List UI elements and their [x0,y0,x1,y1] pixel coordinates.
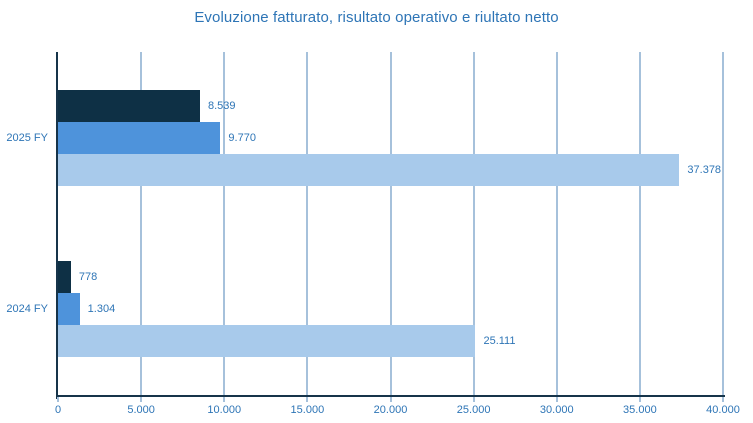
bar [58,261,71,294]
gridline [472,52,475,395]
x-tick-label: 25.000 [456,404,491,416]
x-tick-label: 30.000 [539,404,574,416]
x-tick-label: 5.000 [127,404,155,416]
bar-value-label: 9.770 [228,131,256,144]
chart-title: Evoluzione fatturato, risultato operativ… [194,9,559,26]
bar [58,293,80,326]
x-axis-tick [638,397,641,402]
x-tick-label: 10.000 [207,404,242,416]
bar-value-label: 778 [78,271,98,284]
gridline [389,52,392,395]
bar-value-label: 25.111 [483,335,516,348]
x-tick-label: 0 [54,404,62,416]
category-label: 2024 FY [6,303,48,316]
gridline [638,52,641,395]
category-label: 2025 FY [6,131,48,144]
bar [58,325,476,358]
x-axis-tick [223,397,226,402]
x-axis-tick [472,397,475,402]
bar [58,153,680,186]
x-axis-tick [555,397,558,402]
x-axis-tick [306,397,309,402]
x-axis-line [56,395,725,397]
x-tick-label: 20.000 [373,404,408,416]
bar-value-label: 1.304 [87,303,116,316]
gridline [306,52,309,395]
x-axis-tick [140,397,143,402]
bar [58,121,221,154]
bar-value-label: 37.378 [687,163,722,176]
gridline [140,52,143,395]
x-tick-label: 35.000 [623,404,657,416]
gridline [555,52,558,395]
y-axis-line [56,52,58,399]
plot-area: 0 5.000 10.000 15.000 20.000 25.000 30.000 35.0… [55,52,740,416]
gridline [722,52,724,395]
x-axis-tick [722,397,724,402]
x-tick-label: 15.000 [290,404,325,416]
x-axis-tick [57,397,59,402]
bar-value-label: 8.539 [207,99,236,112]
bar [58,89,200,122]
x-tick-label: 40.000 [706,404,740,416]
gridline [223,52,226,395]
x-axis-tick [389,397,392,402]
